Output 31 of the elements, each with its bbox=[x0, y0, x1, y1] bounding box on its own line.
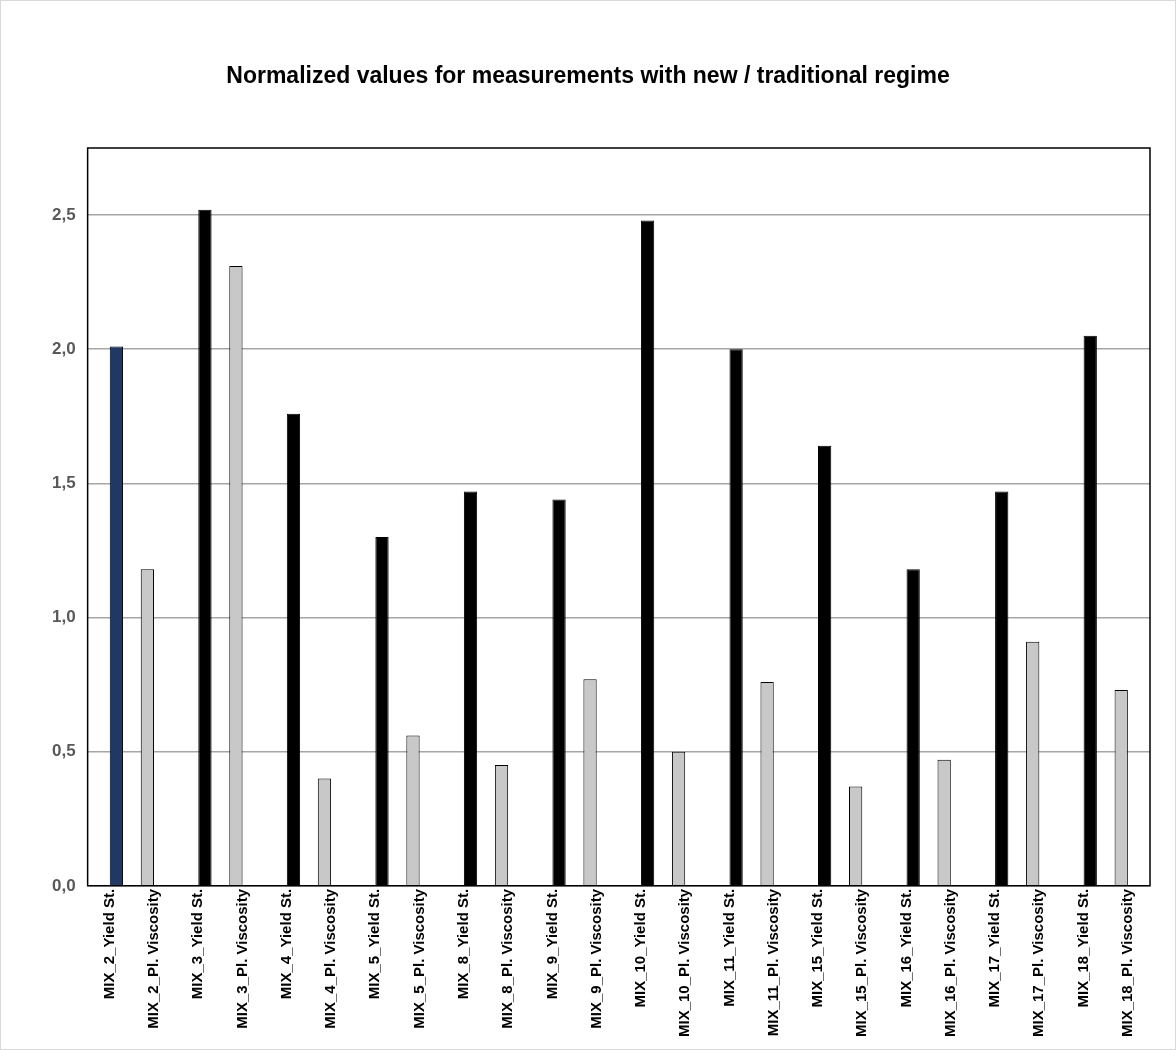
x-tick-label: MIX_9_Pl. Viscosity bbox=[586, 888, 604, 1029]
x-tick-label: MIX_16_Yield St. bbox=[896, 888, 914, 1008]
x-tick-label: MIX_11_Yield St. bbox=[719, 888, 737, 1007]
y-tick-label: 2,0 bbox=[51, 338, 76, 358]
x-tick-label: MIX_16_Pl. Viscosity bbox=[940, 888, 958, 1037]
y-tick-label: 2,5 bbox=[51, 204, 76, 224]
x-tick-label: MIX_10_Pl. Viscosity bbox=[675, 888, 693, 1037]
y-tick-label: 1,0 bbox=[51, 607, 76, 627]
x-tick-label: MIX_11_Pl. Viscosity bbox=[763, 888, 781, 1037]
y-tick-label: 0,0 bbox=[51, 875, 76, 895]
x-tick-label: MIX_15_Pl. Viscosity bbox=[852, 888, 870, 1037]
x-tick-label: MIX_17_Yield St. bbox=[985, 888, 1003, 1008]
x-tick-label: MIX_17_Pl. Viscosity bbox=[1029, 888, 1047, 1037]
chart-title: Normalized values for measurements with new / traditional regime bbox=[225, 62, 951, 89]
x-tick-label: MIX_8_Yield St. bbox=[454, 888, 472, 1000]
x-tick-label: MIX_18_Pl. Viscosity bbox=[1118, 888, 1136, 1037]
x-tick-label: MIX_18_Yield St. bbox=[1073, 888, 1091, 1008]
y-tick-label: 0,5 bbox=[51, 741, 76, 761]
x-tick-label: MIX_15_Yield St. bbox=[808, 888, 826, 1008]
x-tick-label: MIX_8_Pl. Viscosity bbox=[498, 888, 516, 1029]
x-tick-label: MIX_3_Yield St. bbox=[188, 888, 206, 1000]
x-tick-label: MIX_2_Pl. Viscosity bbox=[144, 888, 162, 1029]
x-tick-label: MIX_5_Yield St. bbox=[365, 888, 383, 1000]
y-tick-label: 1,5 bbox=[51, 473, 76, 493]
x-tick-label: MIX_2_Yield St. bbox=[99, 888, 117, 1000]
x-tick-label: MIX_5_Pl. Viscosity bbox=[409, 888, 427, 1029]
x-tick-label: MIX_3_Pl. Viscosity bbox=[232, 888, 250, 1029]
x-tick-label: MIX_4_Pl. Viscosity bbox=[321, 888, 339, 1029]
x-tick-label: MIX_9_Yield St. bbox=[542, 888, 560, 1000]
x-tick-label: MIX_10_Yield St. bbox=[631, 888, 649, 1008]
x-tick-label: MIX_4_Yield St. bbox=[276, 888, 294, 1000]
